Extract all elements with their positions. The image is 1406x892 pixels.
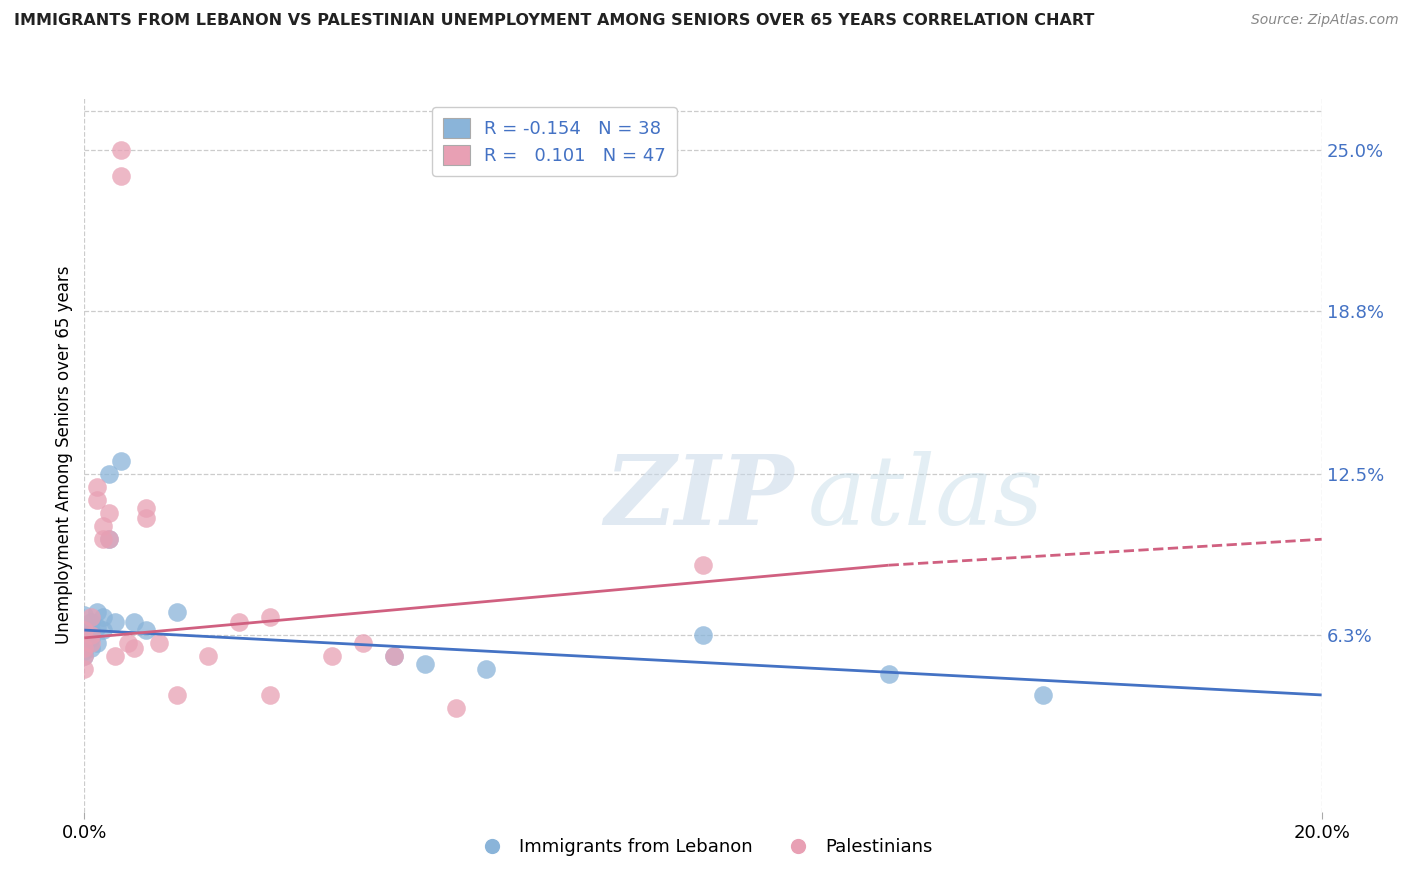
Point xyxy=(122,615,145,630)
Point xyxy=(692,628,714,642)
Point xyxy=(228,615,250,630)
Point xyxy=(166,605,188,619)
Point xyxy=(91,533,114,547)
Point xyxy=(79,636,101,650)
Y-axis label: Unemployment Among Seniors over 65 years: Unemployment Among Seniors over 65 years xyxy=(55,266,73,644)
Point xyxy=(104,648,127,663)
Point xyxy=(1032,688,1054,702)
Point xyxy=(73,641,96,656)
Point xyxy=(73,607,96,622)
Text: atlas: atlas xyxy=(808,450,1045,545)
Point xyxy=(104,615,127,630)
Point xyxy=(86,480,108,494)
Point xyxy=(352,636,374,650)
Point xyxy=(382,648,405,663)
Point xyxy=(444,701,467,715)
Point xyxy=(148,636,170,650)
Point xyxy=(98,506,121,520)
Point xyxy=(110,454,132,468)
Legend: Immigrants from Lebanon, Palestinians: Immigrants from Lebanon, Palestinians xyxy=(467,831,939,863)
Text: Source: ZipAtlas.com: Source: ZipAtlas.com xyxy=(1251,13,1399,28)
Point xyxy=(86,493,108,508)
Point xyxy=(73,648,96,663)
Point xyxy=(79,631,101,645)
Point xyxy=(321,648,343,663)
Point xyxy=(91,519,114,533)
Point xyxy=(73,662,96,676)
Point xyxy=(91,623,114,637)
Point xyxy=(86,620,108,634)
Text: ZIP: ZIP xyxy=(605,450,793,545)
Point xyxy=(73,648,96,663)
Point xyxy=(91,610,114,624)
Point xyxy=(259,688,281,702)
Point xyxy=(135,501,157,516)
Point xyxy=(166,688,188,702)
Point xyxy=(110,143,132,157)
Text: IMMIGRANTS FROM LEBANON VS PALESTINIAN UNEMPLOYMENT AMONG SENIORS OVER 65 YEARS : IMMIGRANTS FROM LEBANON VS PALESTINIAN U… xyxy=(14,13,1094,29)
Point xyxy=(135,623,157,637)
Point xyxy=(79,610,101,624)
Point xyxy=(475,662,498,676)
Point xyxy=(98,533,121,547)
Point xyxy=(73,623,96,637)
Point xyxy=(98,533,121,547)
Point xyxy=(877,667,900,681)
Point xyxy=(692,558,714,573)
Point xyxy=(382,648,405,663)
Point xyxy=(79,615,101,630)
Point xyxy=(98,467,121,482)
Point xyxy=(259,610,281,624)
Point xyxy=(73,644,96,658)
Point xyxy=(122,641,145,656)
Point xyxy=(73,623,96,637)
Point xyxy=(413,657,436,671)
Point xyxy=(110,169,132,183)
Point xyxy=(73,636,96,650)
Point xyxy=(79,623,101,637)
Point xyxy=(79,641,101,656)
Point xyxy=(79,628,101,642)
Point xyxy=(117,636,139,650)
Point xyxy=(197,648,219,663)
Point xyxy=(86,636,108,650)
Point xyxy=(135,511,157,525)
Point xyxy=(86,605,108,619)
